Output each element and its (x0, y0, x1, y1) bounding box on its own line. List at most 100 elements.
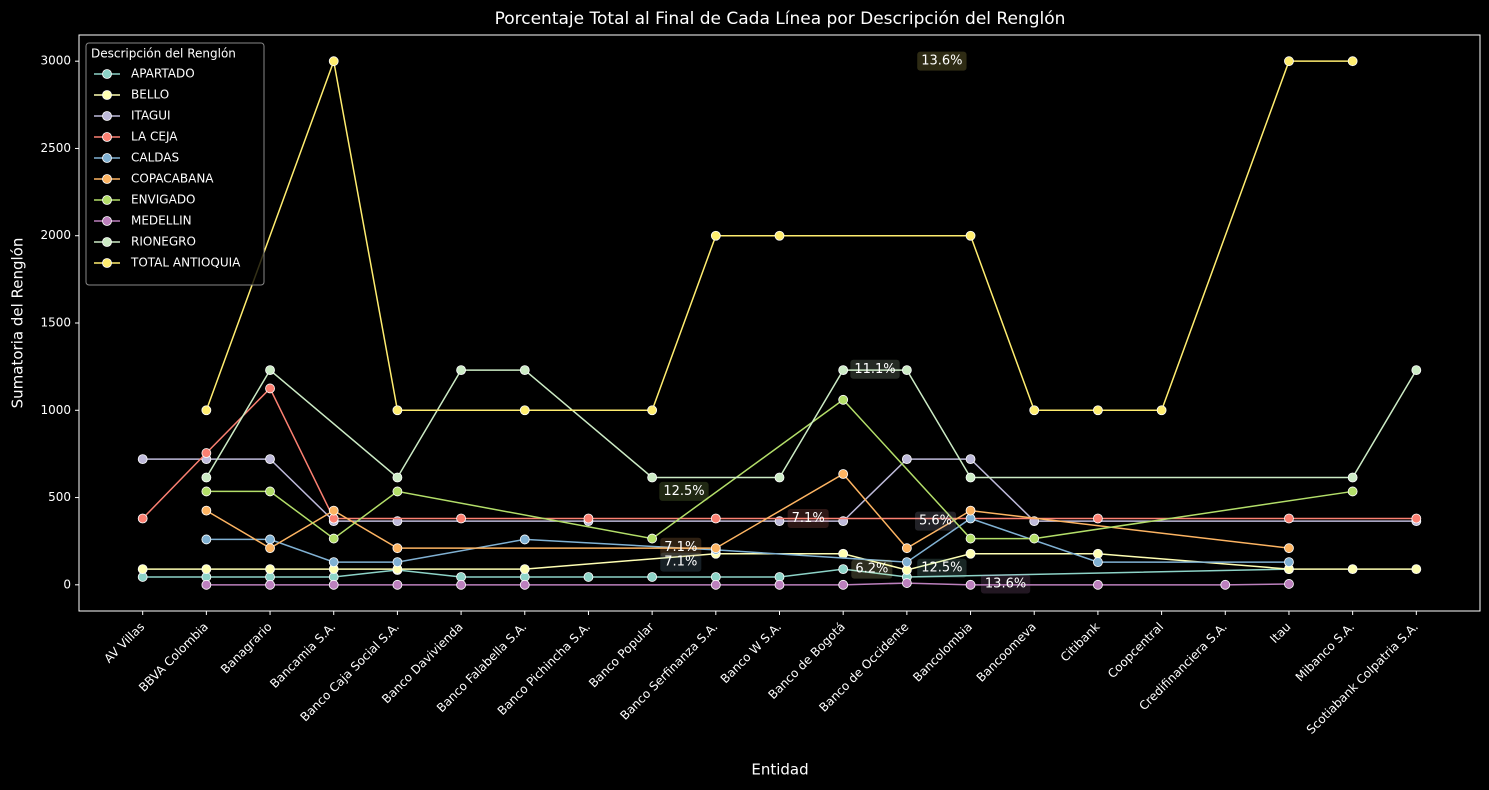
data-point (137, 513, 148, 524)
annotation-text: 13.6% (921, 54, 962, 69)
data-point (265, 534, 275, 545)
annotation: 6.2% (851, 559, 893, 579)
data-point (838, 564, 849, 575)
annotation-text: 7.1% (664, 555, 697, 570)
data-point (1347, 472, 1358, 483)
y-tick-label: 2000 (40, 228, 71, 242)
annotation: 7.1% (660, 537, 702, 557)
annotation: 12.5% (659, 481, 709, 501)
annotation: 11.1% (850, 359, 900, 379)
annotation-text: 5.6% (919, 514, 952, 529)
data-point (265, 383, 275, 394)
data-point (201, 486, 212, 497)
data-point (201, 579, 212, 590)
y-tick-label: 1500 (40, 316, 71, 330)
data-point (456, 579, 466, 590)
data-point (1347, 56, 1358, 67)
data-point (456, 365, 466, 376)
annotation-text: 7.1% (664, 540, 697, 555)
annotation-text: 12.5% (921, 561, 962, 576)
data-point (265, 486, 275, 497)
annotation-box (851, 559, 893, 579)
data-point (901, 557, 912, 568)
data-point (774, 230, 785, 241)
annotation: 13.6% (917, 51, 967, 71)
data-point (1347, 564, 1358, 575)
data-point (1093, 557, 1103, 568)
data-point (774, 472, 785, 483)
legend-label: CALDAS (131, 151, 179, 165)
data-point (1093, 513, 1103, 524)
annotation-text: 7.1% (792, 511, 825, 526)
data-point (838, 365, 849, 376)
data-point (328, 557, 339, 568)
data-point (710, 513, 721, 524)
legend: Descripción del Renglón APARTADO BELLO ITAG… (85, 42, 265, 286)
data-point (647, 572, 658, 582)
data-point (1411, 564, 1422, 575)
data-point (1093, 579, 1103, 590)
legend-frame (85, 42, 265, 286)
annotation: 13.6% (980, 574, 1031, 594)
legend-marker (102, 174, 112, 184)
data-point (710, 230, 721, 241)
data-point (965, 230, 976, 241)
data-point (710, 543, 721, 554)
data-point (456, 513, 466, 524)
legend-marker (102, 69, 112, 79)
series-line (206, 582, 1289, 586)
data-point (1156, 405, 1167, 416)
series-line (142, 387, 1417, 520)
data-point (838, 548, 849, 559)
data-point (137, 454, 148, 465)
data-point (1029, 533, 1040, 544)
data-point (647, 405, 658, 416)
data-point (1220, 579, 1231, 590)
annotation-text: 13.6% (985, 576, 1026, 591)
data-point (1284, 543, 1294, 554)
data-point (774, 579, 785, 590)
annotation-text: 6.2% (855, 562, 888, 577)
data-point (392, 579, 403, 590)
annotation-box (917, 51, 967, 71)
annotation: 5.6% (915, 511, 957, 531)
data-point (519, 405, 530, 416)
data-point (328, 533, 339, 544)
data-point (1093, 405, 1103, 416)
legend-label: COPACABANA (131, 172, 214, 186)
data-point (519, 365, 530, 376)
legend-marker (102, 195, 112, 205)
data-point (838, 394, 849, 405)
annotation-text: 11.1% (854, 362, 895, 377)
data-point (965, 472, 976, 483)
data-point (1411, 513, 1422, 524)
data-point (392, 486, 403, 497)
data-point (1347, 486, 1358, 497)
data-point (265, 543, 275, 554)
data-point (201, 534, 212, 545)
data-point (1284, 513, 1294, 524)
y-tick-label: 2500 (40, 141, 71, 155)
legend-marker (102, 90, 112, 100)
annotation-box (787, 508, 829, 528)
data-point (901, 454, 912, 465)
data-point (1284, 56, 1294, 67)
data-point (838, 579, 849, 590)
series-line (142, 568, 1289, 578)
legend-marker (102, 132, 112, 142)
data-point (201, 564, 212, 575)
data-point (265, 564, 275, 575)
x-axis-label: Entidad (751, 761, 808, 779)
legend-label: LA CEJA (131, 130, 178, 144)
data-point (392, 543, 403, 554)
data-point (710, 579, 721, 590)
annotation-box (980, 574, 1031, 594)
data-point (519, 564, 530, 575)
data-point (201, 405, 212, 416)
series-line (205, 368, 1417, 479)
y-tick-label: 500 (48, 490, 71, 504)
legend-label: ITAGUI (131, 109, 171, 123)
legend-label: RIONEGRO (131, 235, 196, 249)
annotation-box (660, 537, 702, 557)
